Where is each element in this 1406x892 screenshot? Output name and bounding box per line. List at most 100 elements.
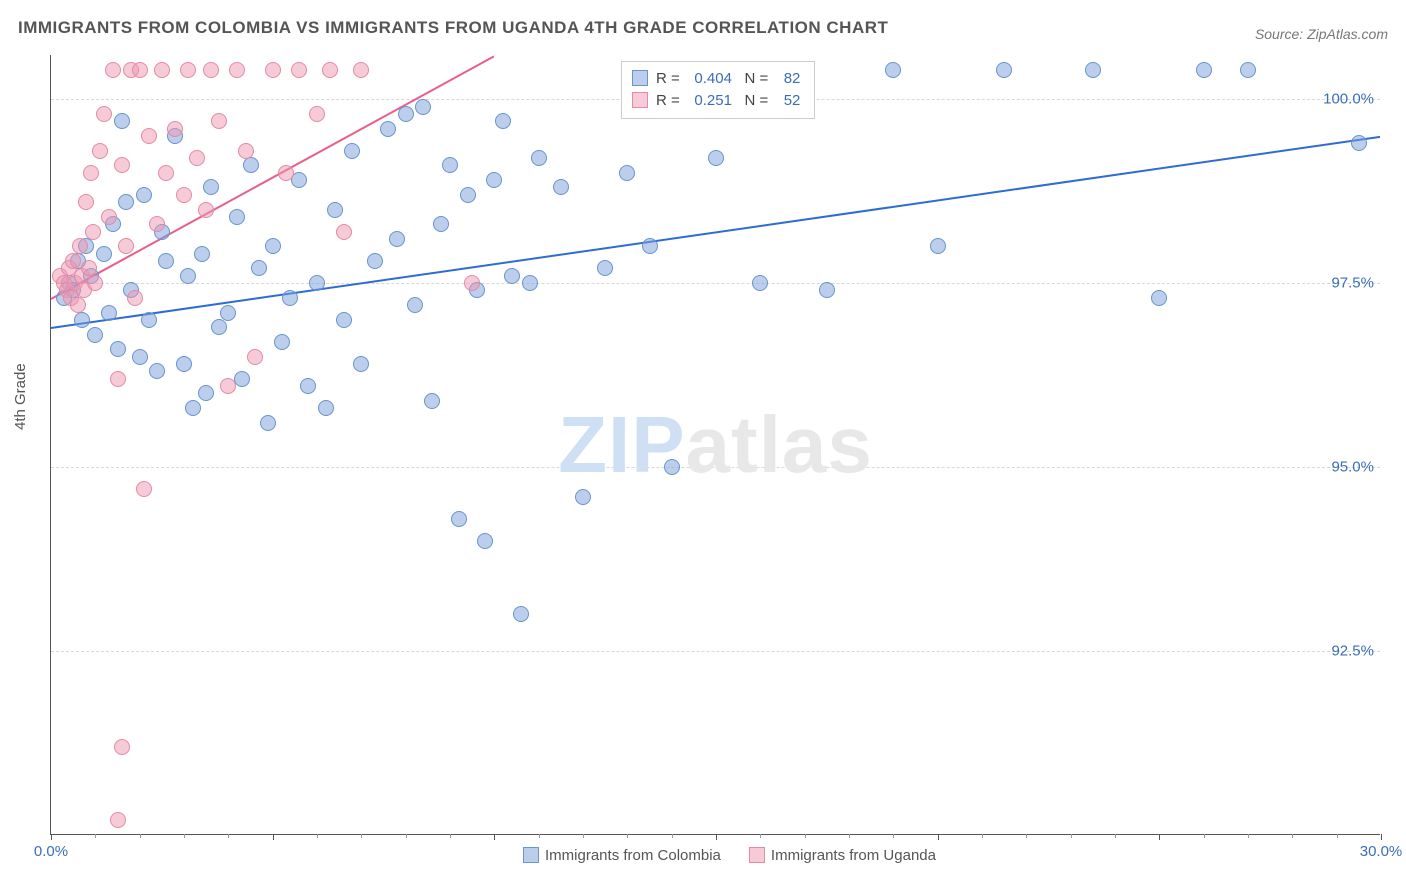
data-point-colombia — [309, 275, 325, 291]
data-point-colombia — [132, 349, 148, 365]
legend-swatch — [632, 70, 648, 86]
x-tick-minor — [184, 834, 185, 838]
data-point-colombia — [185, 400, 201, 416]
data-point-uganda — [464, 275, 480, 291]
data-point-colombia — [327, 202, 343, 218]
data-point-uganda — [154, 62, 170, 78]
data-point-uganda — [158, 165, 174, 181]
legend-series-label: Immigrants from Colombia — [545, 847, 721, 864]
x-tick-minor — [1115, 834, 1116, 838]
data-point-colombia — [229, 209, 245, 225]
legend-series-label: Immigrants from Uganda — [771, 847, 936, 864]
legend-swatch — [632, 92, 648, 108]
data-point-colombia — [752, 275, 768, 291]
data-point-uganda — [203, 62, 219, 78]
data-point-uganda — [229, 62, 245, 78]
x-tick-minor — [361, 834, 362, 838]
data-point-colombia — [114, 113, 130, 129]
data-point-uganda — [81, 260, 97, 276]
data-point-colombia — [1085, 62, 1101, 78]
data-point-uganda — [70, 297, 86, 313]
data-point-uganda — [238, 143, 254, 159]
data-point-colombia — [819, 282, 835, 298]
legend-row-colombia: R = 0.404 N = 82 — [632, 68, 800, 90]
data-point-colombia — [141, 312, 157, 328]
data-point-uganda — [105, 62, 121, 78]
chart-title: IMMIGRANTS FROM COLOMBIA VS IMMIGRANTS F… — [18, 18, 888, 38]
data-point-uganda — [220, 378, 236, 394]
data-point-uganda — [141, 128, 157, 144]
data-point-colombia — [211, 319, 227, 335]
data-point-colombia — [198, 385, 214, 401]
data-point-colombia — [575, 489, 591, 505]
data-point-uganda — [85, 224, 101, 240]
x-tick-major — [1159, 834, 1160, 840]
data-point-uganda — [176, 187, 192, 203]
data-point-colombia — [1151, 290, 1167, 306]
x-tick-minor — [1204, 834, 1205, 838]
legend-r-key: R = — [656, 70, 684, 87]
data-point-uganda — [96, 106, 112, 122]
data-point-colombia — [265, 238, 281, 254]
data-point-uganda — [309, 106, 325, 122]
data-point-colombia — [477, 533, 493, 549]
data-point-colombia — [708, 150, 724, 166]
x-tick-major — [51, 834, 52, 840]
data-point-colombia — [176, 356, 192, 372]
data-point-colombia — [74, 312, 90, 328]
data-point-colombia — [87, 327, 103, 343]
data-point-uganda — [83, 165, 99, 181]
data-point-uganda — [65, 253, 81, 269]
x-tick-minor — [450, 834, 451, 838]
x-tick-minor — [760, 834, 761, 838]
x-tick-minor — [1026, 834, 1027, 838]
data-point-colombia — [251, 260, 267, 276]
x-tick-minor — [672, 834, 673, 838]
x-tick-minor — [805, 834, 806, 838]
legend-n-value: 82 — [772, 68, 800, 90]
data-point-colombia — [194, 246, 210, 262]
data-point-colombia — [203, 179, 219, 195]
x-tick-minor — [1071, 834, 1072, 838]
legend-swatch — [749, 847, 765, 863]
x-tick-minor — [317, 834, 318, 838]
x-tick-minor — [1248, 834, 1249, 838]
x-tick-minor — [228, 834, 229, 838]
data-point-colombia — [930, 238, 946, 254]
data-point-colombia — [136, 187, 152, 203]
data-point-colombia — [380, 121, 396, 137]
data-point-uganda — [101, 209, 117, 225]
data-point-colombia — [353, 356, 369, 372]
data-point-uganda — [110, 371, 126, 387]
y-axis-label: 4th Grade — [12, 363, 29, 430]
x-tick-minor — [1337, 834, 1338, 838]
x-tick-minor — [893, 834, 894, 838]
data-point-colombia — [118, 194, 134, 210]
data-point-uganda — [92, 143, 108, 159]
data-point-colombia — [642, 238, 658, 254]
x-tick-minor — [539, 834, 540, 838]
data-point-colombia — [260, 415, 276, 431]
data-point-colombia — [531, 150, 547, 166]
data-point-colombia — [996, 62, 1012, 78]
data-point-colombia — [424, 393, 440, 409]
data-point-colombia — [101, 305, 117, 321]
x-tick-minor — [982, 834, 983, 838]
data-point-colombia — [664, 459, 680, 475]
x-tick-minor — [1292, 834, 1293, 838]
data-point-uganda — [211, 113, 227, 129]
correlation-legend: R = 0.404 N = 82R = 0.251 N = 52 — [621, 61, 815, 119]
data-point-colombia — [504, 268, 520, 284]
data-point-uganda — [114, 157, 130, 173]
data-point-colombia — [274, 334, 290, 350]
source-label: Source: ZipAtlas.com — [1255, 26, 1388, 42]
data-point-colombia — [336, 312, 352, 328]
data-point-uganda — [114, 739, 130, 755]
data-point-uganda — [198, 202, 214, 218]
data-point-uganda — [247, 349, 263, 365]
x-tick-minor — [627, 834, 628, 838]
legend-r-key: R = — [656, 92, 684, 109]
plot-area: 92.5%95.0%97.5%100.0%0.0%30.0% ZIPatlas … — [50, 55, 1380, 835]
x-tick-major — [716, 834, 717, 840]
legend-n-value: 52 — [772, 90, 800, 112]
